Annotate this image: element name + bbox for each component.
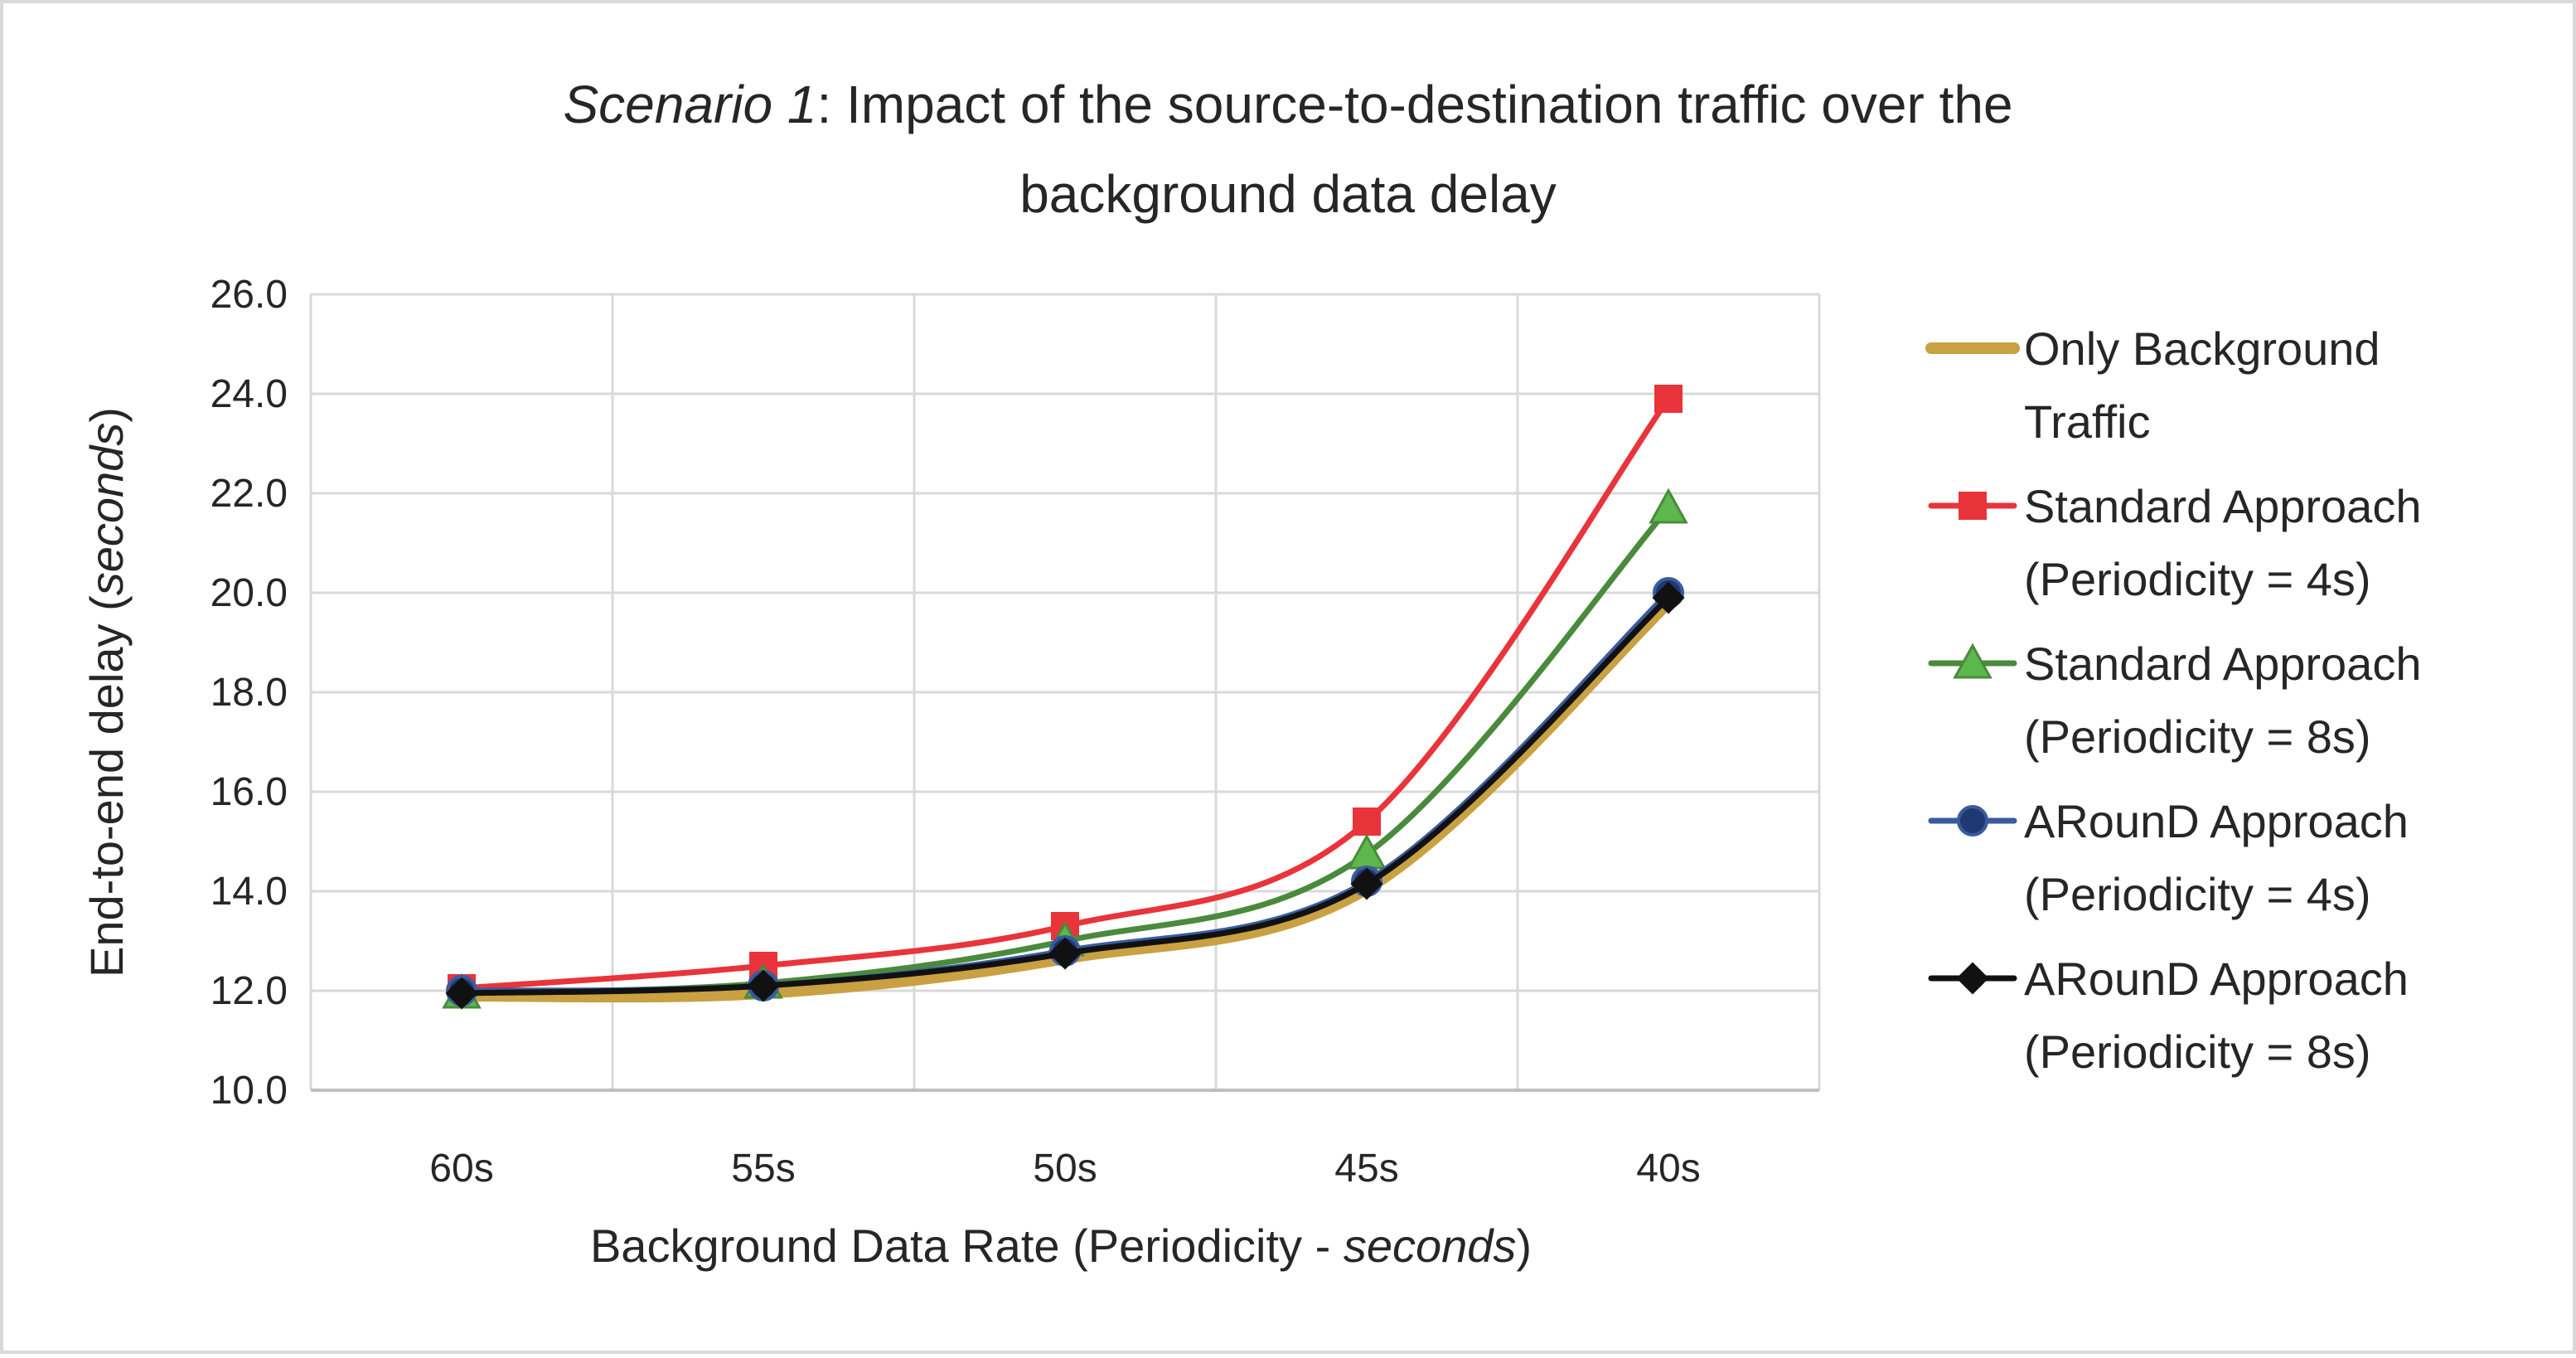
data-point-marker <box>1652 581 1685 614</box>
y-tick-label: 14.0 <box>211 870 288 914</box>
legend-label: ARounD Approach <box>2024 795 2409 847</box>
x-tick-label: 55s <box>731 1147 795 1191</box>
y-axis-title-prefix: End-to-end delay ( <box>80 595 133 977</box>
legend-label: (Periodicity = 4s) <box>2024 553 2371 605</box>
y-axis-title-suffix: ) <box>80 407 133 423</box>
chart-title-line1: Scenario 1: Impact of the source-to-dest… <box>563 75 2012 134</box>
legend-entry-3: Standard Approach (Periodicity = 8s) <box>1928 638 2421 763</box>
x-axis-title-prefix: Background Data Rate (Periodicity - <box>590 1220 1344 1272</box>
legend-swatch-marker <box>1953 643 1993 679</box>
legend-label: Standard Approach <box>2024 480 2421 532</box>
data-point-marker <box>1654 385 1683 413</box>
y-tick-label: 16.0 <box>211 770 288 814</box>
legend-entry-5: ARounD Approach (Periodicity = 8s) <box>1928 953 2409 1078</box>
legend-entry-1: Only Background Traffic <box>1925 323 2380 448</box>
y-axis-ticks: 10.0 12.0 14.0 16.0 18.0 20.0 22.0 24.0 26.0 <box>211 273 288 1113</box>
y-axis-title-italic: seconds <box>80 423 133 596</box>
legend-entry-2: Standard Approach (Periodicity = 4s) <box>1928 480 2421 605</box>
y-tick-label: 10.0 <box>211 1069 288 1113</box>
series-5 <box>445 581 1685 1010</box>
legend-entry-4: ARounD Approach (Periodicity = 4s) <box>1928 795 2409 920</box>
legend-label: ARounD Approach <box>2024 953 2409 1005</box>
x-axis-title-suffix: ) <box>1516 1220 1532 1272</box>
x-axis-ticks: 60s 55s 50s 45s 40s <box>429 1147 1700 1191</box>
y-tick-label: 26.0 <box>211 273 288 317</box>
data-point-marker <box>1353 808 1381 836</box>
x-tick-label: 45s <box>1334 1147 1398 1191</box>
legend-label: Traffic <box>2024 395 2150 448</box>
data-point-marker <box>1649 487 1688 524</box>
data-point-marker <box>445 977 478 1010</box>
x-tick-label: 50s <box>1033 1147 1097 1191</box>
legend-label: (Periodicity = 4s) <box>2024 868 2371 920</box>
legend-label: (Periodicity = 8s) <box>2024 711 2371 763</box>
x-tick-label: 60s <box>429 1147 493 1191</box>
chart-title-line2: background data delay <box>1019 164 1557 224</box>
legend-swatch-marker <box>1956 962 1989 995</box>
legend-label: (Periodicity = 8s) <box>2024 1026 2371 1078</box>
data-point-marker <box>1350 867 1383 900</box>
y-tick-label: 20.0 <box>211 571 288 615</box>
y-tick-label: 24.0 <box>211 372 288 416</box>
legend-label: Only Background <box>2024 323 2380 375</box>
legend-label: Standard Approach <box>2024 638 2421 690</box>
series-group <box>442 385 1688 1010</box>
chart-title-italic: Scenario 1 <box>563 75 816 134</box>
x-axis-title: Background Data Rate (Periodicity - seco… <box>590 1220 1532 1272</box>
data-point-marker <box>747 969 780 1002</box>
legend: Only Background Traffic Standard Approach (… <box>1925 323 2421 1078</box>
y-tick-label: 12.0 <box>211 969 288 1013</box>
y-tick-label: 18.0 <box>211 671 288 715</box>
y-axis-title: End-to-end delay (seconds) <box>80 407 133 977</box>
legend-swatch-marker <box>1959 492 1987 520</box>
series-line <box>458 395 1672 992</box>
chart-title-rest: : Impact of the source-to-destination tr… <box>816 75 2012 134</box>
legend-swatch-marker <box>1957 805 1988 837</box>
y-tick-label: 22.0 <box>211 472 288 516</box>
data-point-marker <box>1048 937 1082 970</box>
x-tick-label: 40s <box>1636 1147 1700 1191</box>
x-axis-title-italic: seconds <box>1344 1220 1517 1272</box>
